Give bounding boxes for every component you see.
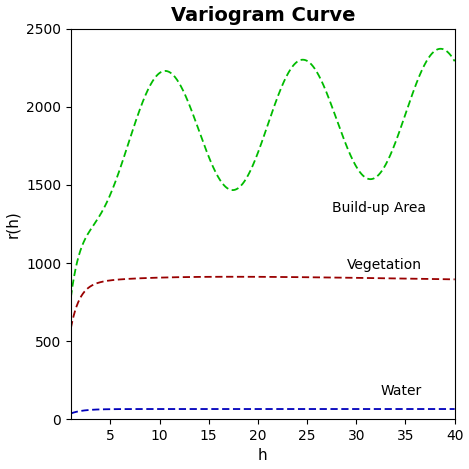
Text: Build-up Area: Build-up Area <box>332 201 426 214</box>
Text: Water: Water <box>381 384 422 398</box>
Text: Vegetation: Vegetation <box>347 258 422 272</box>
Title: Variogram Curve: Variogram Curve <box>171 6 355 24</box>
X-axis label: h: h <box>258 448 268 463</box>
Y-axis label: r(h): r(h) <box>6 210 21 238</box>
